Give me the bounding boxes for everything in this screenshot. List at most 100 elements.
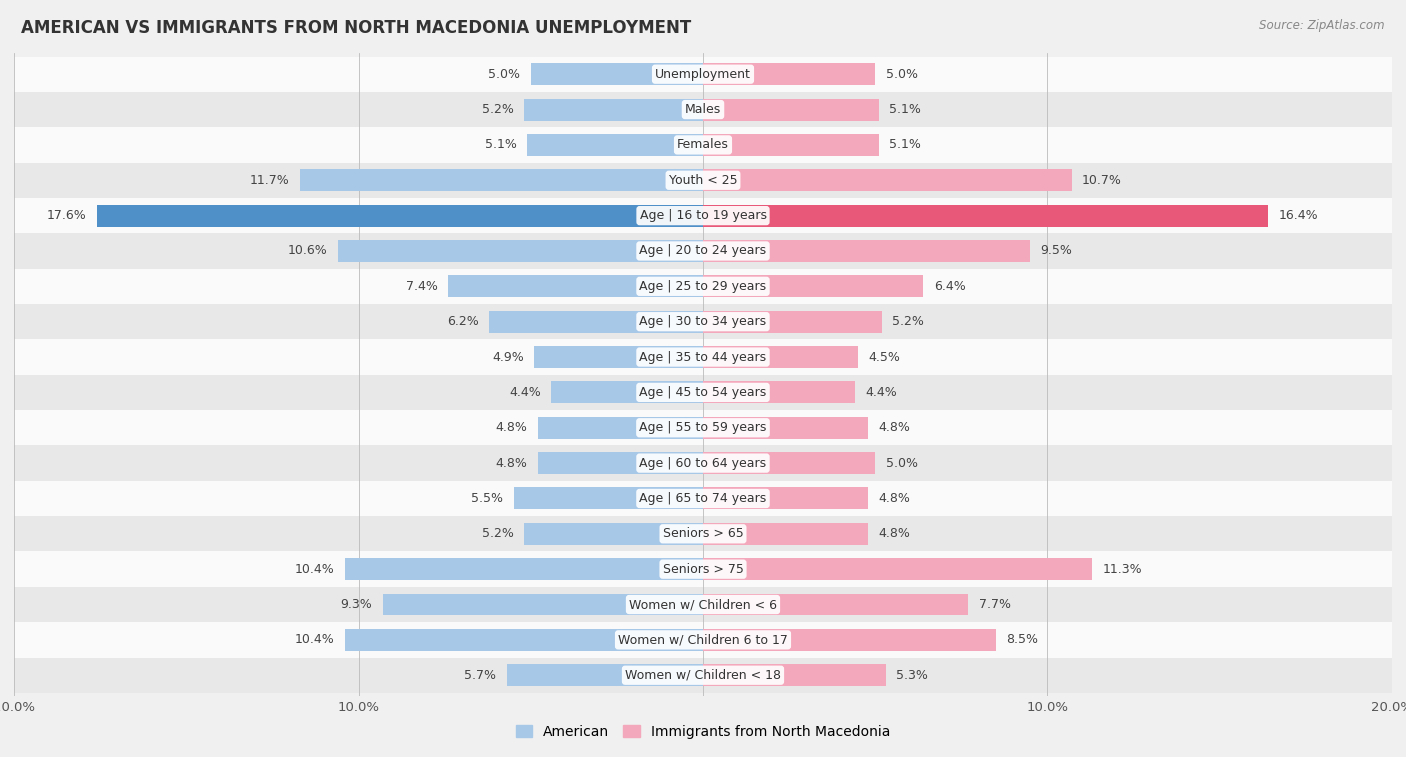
Bar bbox=[703, 629, 995, 651]
Bar bbox=[527, 134, 703, 156]
Text: 9.3%: 9.3% bbox=[340, 598, 373, 611]
Text: Source: ZipAtlas.com: Source: ZipAtlas.com bbox=[1260, 19, 1385, 32]
Text: 8.5%: 8.5% bbox=[1007, 634, 1038, 646]
Text: 5.0%: 5.0% bbox=[886, 456, 918, 469]
Text: 5.0%: 5.0% bbox=[488, 67, 520, 81]
Text: 4.8%: 4.8% bbox=[879, 492, 911, 505]
Bar bbox=[703, 204, 1268, 226]
Text: Age | 16 to 19 years: Age | 16 to 19 years bbox=[640, 209, 766, 222]
Text: Age | 60 to 64 years: Age | 60 to 64 years bbox=[640, 456, 766, 469]
Text: 5.0%: 5.0% bbox=[886, 67, 918, 81]
Text: 5.1%: 5.1% bbox=[889, 139, 921, 151]
Text: Women w/ Children 6 to 17: Women w/ Children 6 to 17 bbox=[619, 634, 787, 646]
Bar bbox=[703, 488, 869, 509]
Bar bbox=[537, 417, 703, 439]
Text: 9.5%: 9.5% bbox=[1040, 245, 1073, 257]
Bar bbox=[14, 339, 1392, 375]
Legend: American, Immigrants from North Macedonia: American, Immigrants from North Macedoni… bbox=[510, 719, 896, 744]
Bar bbox=[551, 382, 703, 403]
Text: Females: Females bbox=[678, 139, 728, 151]
Text: 6.2%: 6.2% bbox=[447, 315, 479, 329]
Bar bbox=[14, 622, 1392, 658]
Bar bbox=[14, 516, 1392, 552]
Bar bbox=[489, 310, 703, 332]
Bar bbox=[703, 310, 882, 332]
Bar bbox=[703, 382, 855, 403]
Bar bbox=[703, 170, 1071, 192]
Text: 5.5%: 5.5% bbox=[471, 492, 503, 505]
Text: 11.3%: 11.3% bbox=[1102, 562, 1142, 575]
Bar bbox=[703, 417, 869, 439]
Text: Age | 65 to 74 years: Age | 65 to 74 years bbox=[640, 492, 766, 505]
Text: Women w/ Children < 18: Women w/ Children < 18 bbox=[626, 668, 780, 682]
Bar bbox=[299, 170, 703, 192]
Bar bbox=[14, 481, 1392, 516]
Text: Seniors > 75: Seniors > 75 bbox=[662, 562, 744, 575]
Bar bbox=[449, 276, 703, 298]
Bar bbox=[337, 240, 703, 262]
Bar bbox=[513, 488, 703, 509]
Text: Youth < 25: Youth < 25 bbox=[669, 174, 737, 187]
Text: 7.4%: 7.4% bbox=[406, 280, 437, 293]
Bar bbox=[524, 98, 703, 120]
Bar bbox=[524, 523, 703, 545]
Bar bbox=[382, 593, 703, 615]
Bar bbox=[14, 304, 1392, 339]
Text: 16.4%: 16.4% bbox=[1278, 209, 1317, 222]
Text: 4.4%: 4.4% bbox=[865, 386, 897, 399]
Text: 5.7%: 5.7% bbox=[464, 668, 496, 682]
Text: 4.8%: 4.8% bbox=[495, 456, 527, 469]
Bar bbox=[97, 204, 703, 226]
Text: 11.7%: 11.7% bbox=[250, 174, 290, 187]
Text: 4.8%: 4.8% bbox=[879, 421, 911, 435]
Bar bbox=[14, 445, 1392, 481]
Text: 5.1%: 5.1% bbox=[889, 103, 921, 116]
Text: 4.4%: 4.4% bbox=[509, 386, 541, 399]
Bar bbox=[703, 240, 1031, 262]
Text: 10.4%: 10.4% bbox=[295, 562, 335, 575]
Bar bbox=[14, 552, 1392, 587]
Text: AMERICAN VS IMMIGRANTS FROM NORTH MACEDONIA UNEMPLOYMENT: AMERICAN VS IMMIGRANTS FROM NORTH MACEDO… bbox=[21, 19, 692, 37]
Bar bbox=[14, 269, 1392, 304]
Text: 10.7%: 10.7% bbox=[1083, 174, 1122, 187]
Bar bbox=[14, 410, 1392, 445]
Text: 10.4%: 10.4% bbox=[295, 634, 335, 646]
Text: Age | 35 to 44 years: Age | 35 to 44 years bbox=[640, 350, 766, 363]
Bar bbox=[534, 346, 703, 368]
Text: 5.2%: 5.2% bbox=[482, 103, 513, 116]
Bar bbox=[14, 658, 1392, 693]
Text: 4.5%: 4.5% bbox=[869, 350, 900, 363]
Text: Age | 55 to 59 years: Age | 55 to 59 years bbox=[640, 421, 766, 435]
Bar bbox=[703, 452, 875, 474]
Bar bbox=[14, 127, 1392, 163]
Bar bbox=[703, 276, 924, 298]
Text: Seniors > 65: Seniors > 65 bbox=[662, 528, 744, 540]
Bar bbox=[14, 163, 1392, 198]
Bar bbox=[14, 587, 1392, 622]
Bar bbox=[703, 558, 1092, 580]
Text: Women w/ Children < 6: Women w/ Children < 6 bbox=[628, 598, 778, 611]
Bar bbox=[703, 665, 886, 686]
Bar bbox=[344, 629, 703, 651]
Text: 5.3%: 5.3% bbox=[896, 668, 928, 682]
Bar bbox=[506, 665, 703, 686]
Bar bbox=[14, 92, 1392, 127]
Text: Unemployment: Unemployment bbox=[655, 67, 751, 81]
Bar bbox=[14, 375, 1392, 410]
Text: 4.9%: 4.9% bbox=[492, 350, 524, 363]
Text: 7.7%: 7.7% bbox=[979, 598, 1011, 611]
Text: Age | 30 to 34 years: Age | 30 to 34 years bbox=[640, 315, 766, 329]
Text: Age | 25 to 29 years: Age | 25 to 29 years bbox=[640, 280, 766, 293]
Text: 5.2%: 5.2% bbox=[893, 315, 924, 329]
Text: 5.1%: 5.1% bbox=[485, 139, 517, 151]
Bar bbox=[531, 64, 703, 86]
Text: 5.2%: 5.2% bbox=[482, 528, 513, 540]
Text: Males: Males bbox=[685, 103, 721, 116]
Bar bbox=[703, 98, 879, 120]
Bar bbox=[14, 57, 1392, 92]
Bar bbox=[703, 523, 869, 545]
Bar bbox=[703, 593, 969, 615]
Bar bbox=[344, 558, 703, 580]
Text: Age | 45 to 54 years: Age | 45 to 54 years bbox=[640, 386, 766, 399]
Text: 10.6%: 10.6% bbox=[288, 245, 328, 257]
